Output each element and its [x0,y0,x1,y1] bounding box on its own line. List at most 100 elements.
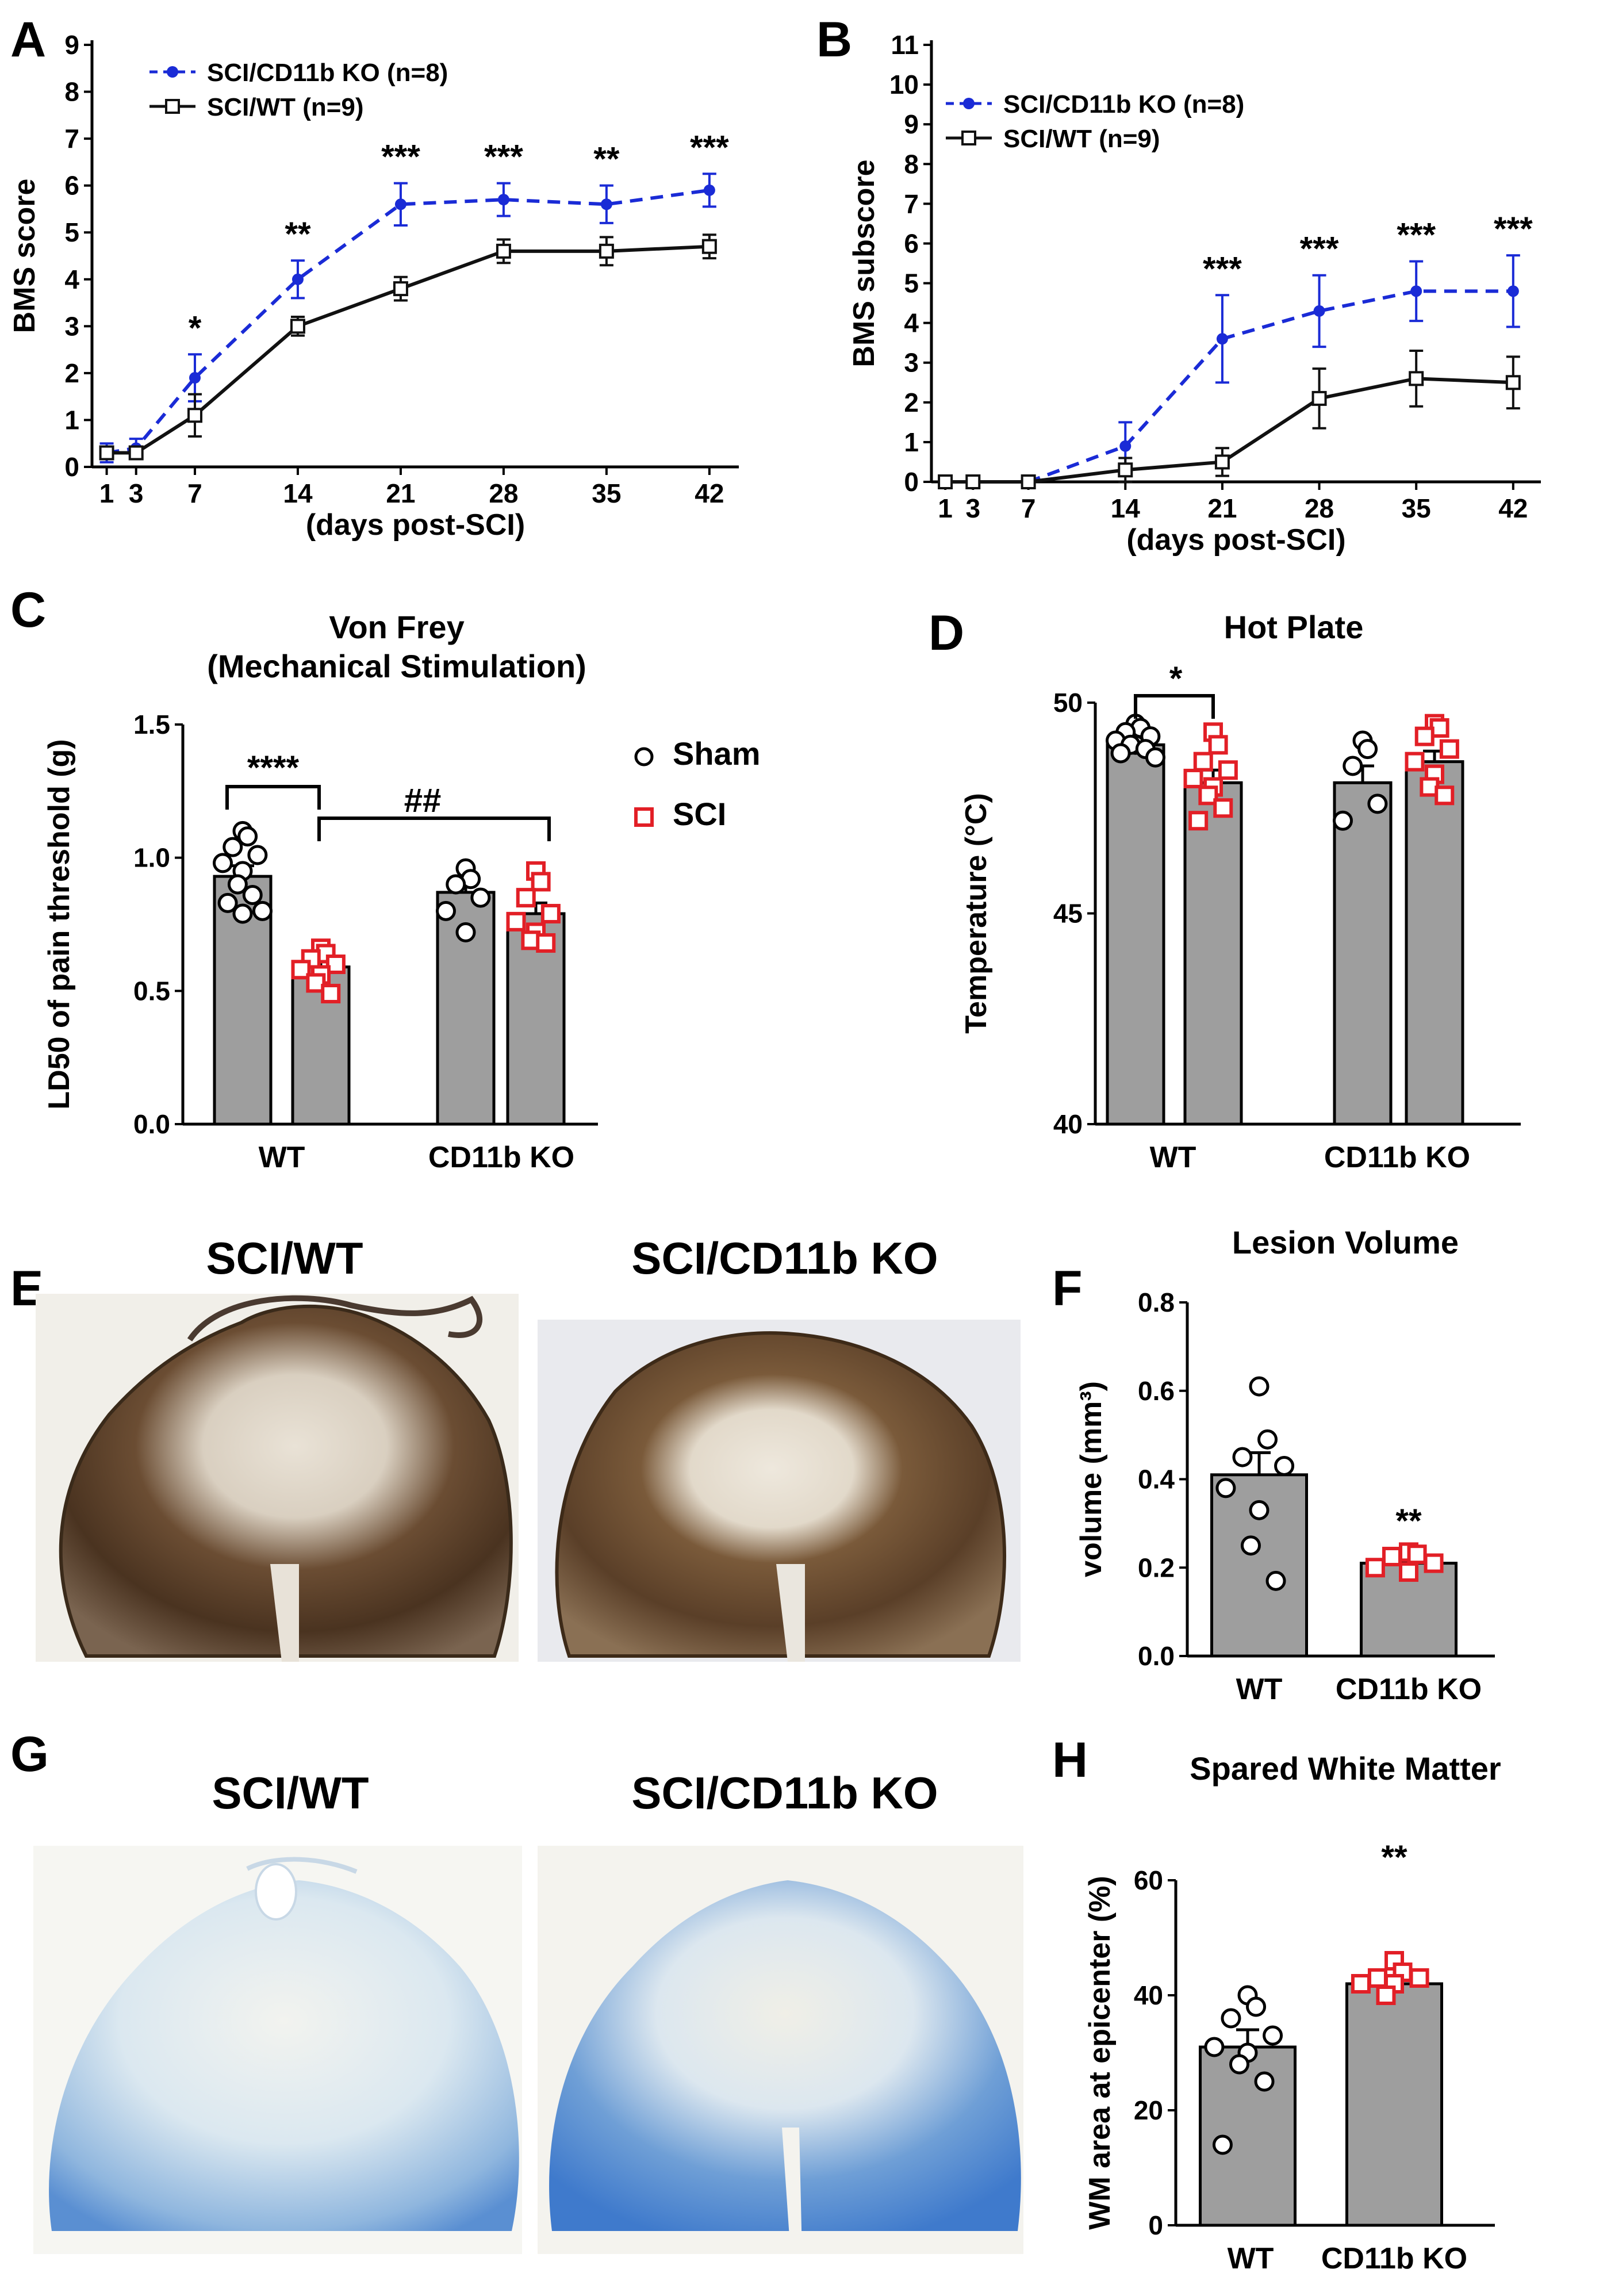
micrograph-g-right-title: SCI/CD11b KO [631,1768,938,1818]
data-point [1145,747,1165,768]
micrograph-g-ko [538,1846,1023,2254]
legend-marker [634,807,654,827]
data-point [506,911,526,932]
hot-plate-bar-chart: 40 45 50 Temperature (°C) Hot Plate WT CD11b K… [960,609,1521,1174]
x-tick-label: 35 [1402,493,1431,523]
y-tick-label: 50 [1053,688,1083,718]
legend-label: SCI/CD11b KO (n=8) [207,59,448,87]
data-point [1265,1570,1286,1591]
significance-label: *** [1203,250,1242,288]
data-point [252,900,273,921]
y-tick-label: 40 [1053,1109,1083,1139]
micrograph-e-wt [36,1294,519,1662]
data-point [1424,1553,1444,1573]
data-point [1215,1478,1236,1498]
data-point [290,319,305,334]
bar-group [1210,1376,1308,1658]
data-point [1249,1376,1270,1397]
data-point [599,243,614,259]
significance-label: ## [404,782,442,819]
micrograph-e-left-title: SCI/WT [206,1233,363,1283]
bar-group [1183,722,1243,1126]
y-tick-label: 1 [64,405,79,435]
data-point [938,474,953,489]
significance-label: *** [484,139,523,176]
significance-label: *** [1397,217,1436,254]
x-tick-label: 7 [1021,493,1036,523]
chart-subtitle: (Mechanical Stimulation) [207,648,586,684]
panel-label-g: G [10,1727,49,1782]
data-point [470,887,491,908]
significance-label: ** [593,141,620,178]
data-point [1021,474,1036,489]
y-tick-label: 2 [64,358,79,388]
x-axis-title: (days post-SCI) [1126,523,1345,557]
y-tick-label: 2 [904,388,919,417]
significance-label: *** [1494,210,1533,248]
data-point [1507,285,1519,297]
bar [1183,781,1243,1126]
data-point [496,243,511,259]
panel-label-f: F [1052,1261,1083,1316]
data-point [965,474,981,489]
series-line [945,289,1513,484]
significance-label: ** [1395,1502,1422,1540]
x-tick-label: 14 [1111,493,1141,523]
data-point [99,445,114,461]
chart-title: Von Frey [329,609,464,645]
x-tick-label: 28 [489,478,518,508]
data-point [242,885,263,906]
series-wt [938,350,1521,489]
data-point [1439,739,1459,759]
x-tick-label: 3 [129,478,144,508]
category-label: CD11b KO [1321,2242,1467,2275]
data-point [321,983,341,1003]
data-point [1212,2134,1233,2155]
data-point [1119,440,1132,452]
y-tick-label: 4 [904,308,919,338]
data-point [1188,811,1209,831]
data-point [394,198,406,210]
micrograph-e-ko [538,1320,1021,1662]
panel-label-d: D [929,605,964,661]
y-tick-label: 40 [1134,1980,1163,2010]
y-tick-label: 0 [1148,2210,1163,2240]
x-axis-title: (days post-SCI) [306,508,525,542]
legend-label: SCI/WT (n=9) [207,93,364,121]
category-label: WT [259,1141,305,1174]
data-point [1240,1535,1261,1556]
data-point [393,281,408,297]
x-tick-label: 35 [592,478,621,508]
y-tick-label: 60 [1134,1865,1163,1895]
data-point [1333,810,1353,831]
data-point [1367,1968,1387,1988]
legend-label: SCI/CD11b KO (n=8) [1003,90,1244,118]
y-tick-label: 0.0 [1138,1641,1175,1671]
data-point [1232,1447,1253,1467]
y-tick-label: 0.8 [1138,1287,1175,1317]
data-point [1193,752,1213,772]
y-tick-label: 5 [904,269,919,298]
y-tick-label: 6 [904,228,919,258]
data-point [217,892,238,913]
y-tick-label: 8 [64,77,79,107]
y-tick-label: 0 [904,467,919,497]
x-tick-label: 7 [187,478,202,508]
micrograph-e-right-title: SCI/CD11b KO [631,1233,938,1283]
data-point [1229,2054,1249,2075]
data-point [213,853,233,873]
data-point [1357,739,1378,760]
data-point [189,372,201,384]
legend-label: SCI/WT (n=9) [1003,125,1160,153]
y-tick-label: 3 [904,348,919,378]
data-point [1367,794,1388,814]
y-tick-label: 5 [64,217,79,247]
data-point [292,273,304,285]
data-point [455,922,476,942]
bar-group [1199,1985,1297,2227]
y-tick-label: 11 [891,30,919,60]
data-point [1382,1547,1402,1567]
data-point [1254,2071,1275,2092]
bar-group [1333,730,1393,1126]
data-point [1221,2008,1241,2029]
